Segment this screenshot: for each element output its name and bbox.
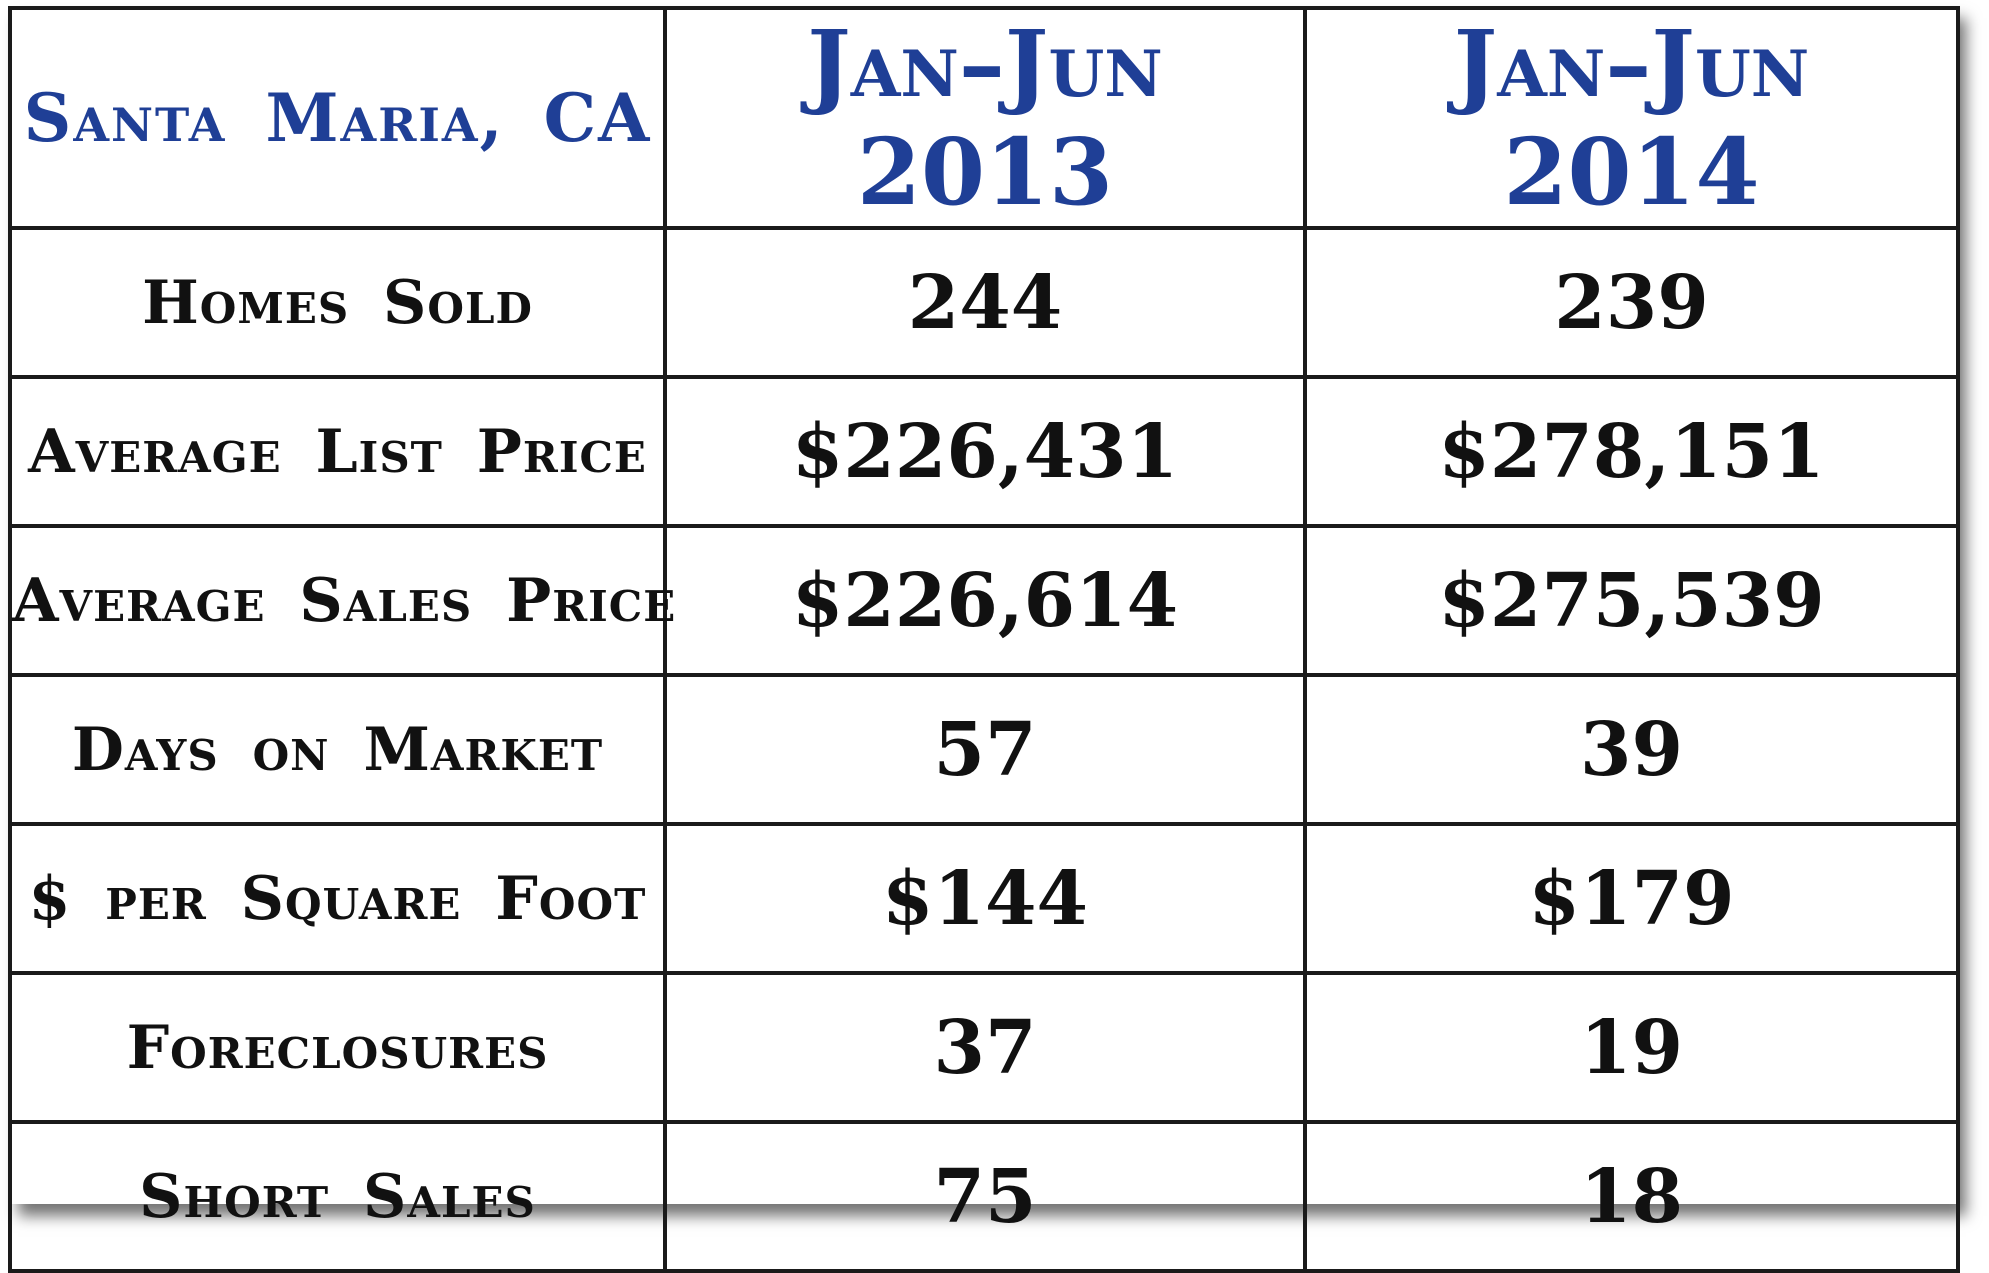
market-stats-table: Santa Maria, CA Jan–Jun 2013 Jan–Jun 201… [8,6,1960,1273]
metric-average-sales-price: Average Sales Price [12,565,677,636]
value-2013-cell: $226,614 [663,524,1307,677]
foreclosures-2014: 19 [1580,1004,1683,1091]
value-2014-cell: 39 [1303,673,1960,826]
value-2014-cell: 18 [1303,1120,1960,1273]
price-per-square-foot-2013: $144 [882,855,1088,942]
metric-foreclosures: Foreclosures [126,1012,549,1083]
value-2014-cell: $278,151 [1303,375,1960,528]
value-2013-cell: 57 [663,673,1307,826]
table-row: Homes Sold 244 239 [8,226,1960,379]
table-header-row: Santa Maria, CA Jan–Jun 2013 Jan–Jun 201… [8,6,1960,230]
days-on-market-2014: 39 [1580,706,1683,793]
metric-cell: Homes Sold [8,226,667,379]
table-row: Foreclosures 37 19 [8,971,1960,1124]
value-2014-cell: 19 [1303,971,1960,1124]
table-row: Average List Price $226,431 $278,151 [8,375,1960,528]
metric-days-on-market: Days on Market [71,714,604,785]
average-list-price-2013: $226,431 [791,408,1179,495]
market-stats-card: Santa Maria, CA Jan–Jun 2013 Jan–Jun 201… [8,6,1960,1273]
value-2014-cell: $179 [1303,822,1960,975]
period-2014-label: Jan–Jun 2014 [1453,10,1810,226]
metric-homes-sold: Homes Sold [142,267,533,338]
value-2013-cell: $144 [663,822,1307,975]
value-2014-cell: $275,539 [1303,524,1960,677]
table-row: Average Sales Price $226,614 $275,539 [8,524,1960,677]
short-sales-2013: 75 [933,1153,1037,1240]
value-2013-cell: 37 [663,971,1307,1124]
metric-average-list-price: Average List Price [28,416,647,487]
period-2013-label: Jan–Jun 2013 [807,10,1163,226]
value-2013-cell: 75 [663,1120,1307,1273]
metric-cell: Average Sales Price [8,524,675,677]
metric-short-sales: Short Sales [139,1161,536,1232]
price-per-square-foot-2014: $179 [1528,855,1735,942]
header-location: Santa Maria, CA [8,6,667,230]
table-row: $ per Square Foot $144 $179 [8,822,1960,975]
value-2013-cell: 244 [663,226,1307,379]
metric-cell: Average List Price [8,375,667,528]
short-sales-2014: 18 [1580,1153,1683,1240]
metric-cell: $ per Square Foot [8,822,667,975]
header-period-2013: Jan–Jun 2013 [663,6,1307,230]
average-sales-price-2014: $275,539 [1438,557,1825,644]
location-label: Santa Maria, CA [23,79,652,157]
metric-price-per-square-foot: $ per Square Foot [28,863,647,934]
metric-cell: Days on Market [8,673,667,826]
days-on-market-2013: 57 [933,706,1037,793]
table-row: Short Sales 75 18 [8,1120,1960,1273]
metric-cell: Short Sales [8,1120,667,1273]
metric-cell: Foreclosures [8,971,667,1124]
header-period-2014: Jan–Jun 2014 [1303,6,1960,230]
value-2013-cell: $226,431 [663,375,1307,528]
table-row: Days on Market 57 39 [8,673,1960,826]
average-list-price-2014: $278,151 [1438,408,1825,495]
homes-sold-2013: 244 [907,259,1063,346]
average-sales-price-2013: $226,614 [791,557,1179,644]
foreclosures-2013: 37 [933,1004,1037,1091]
homes-sold-2014: 239 [1554,259,1709,346]
value-2014-cell: 239 [1303,226,1960,379]
